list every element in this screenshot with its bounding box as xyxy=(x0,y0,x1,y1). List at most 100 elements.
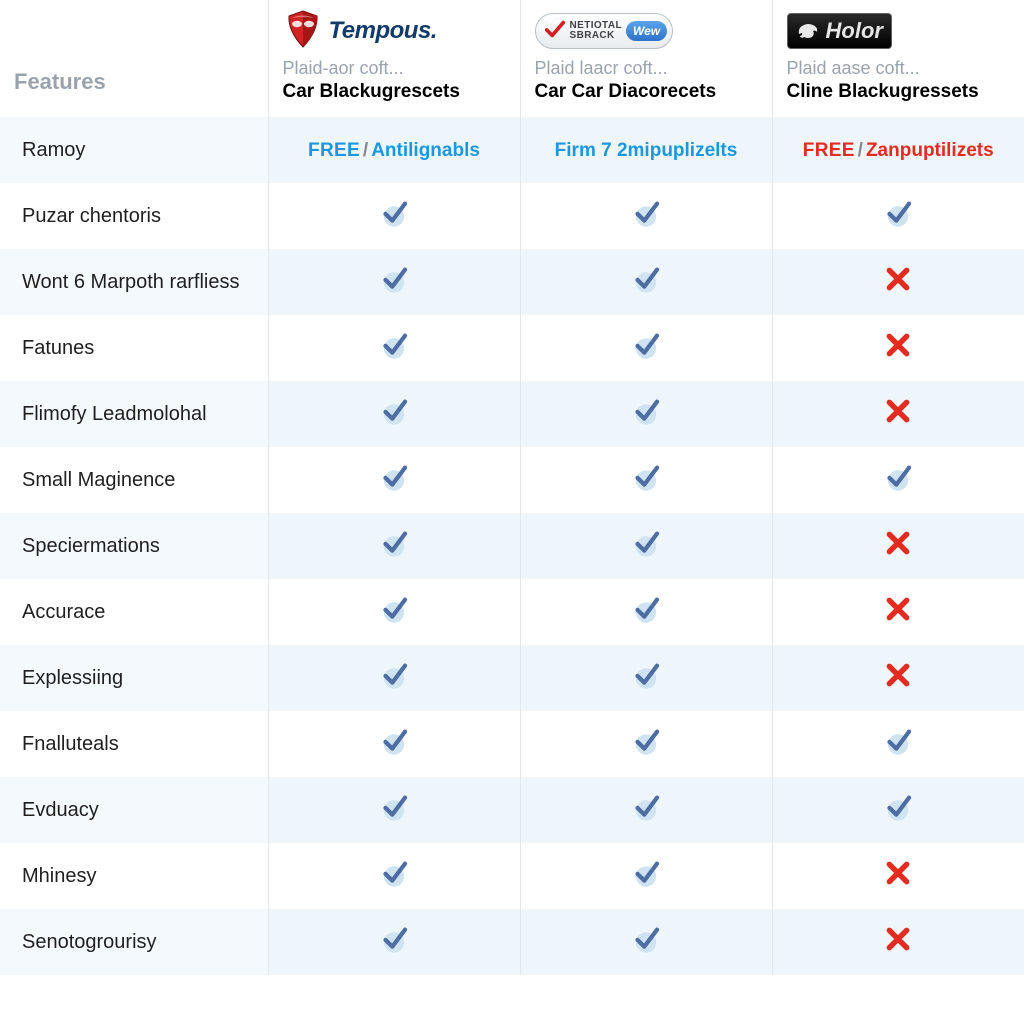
feature-row: Flimofy Leadmolohal xyxy=(0,381,1024,447)
pricing-row-label: Ramoy xyxy=(0,117,268,183)
feature-name: Mhinesy xyxy=(0,843,268,909)
check-icon xyxy=(881,790,915,830)
check-icon xyxy=(629,856,663,896)
check-icon xyxy=(629,658,663,698)
feature-cell xyxy=(268,645,520,711)
feature-name: Puzar chentoris xyxy=(0,183,268,249)
check-icon xyxy=(881,724,915,764)
check-icon xyxy=(629,526,663,566)
check-icon xyxy=(377,922,411,962)
comparison-table: Features Tempous. Plaid-ao xyxy=(0,0,1024,975)
check-icon xyxy=(629,790,663,830)
feature-cell xyxy=(520,777,772,843)
pill-logo: NETIOTAL SBRACK Wew xyxy=(535,13,674,49)
feature-cell xyxy=(520,249,772,315)
feature-name: Accurace xyxy=(0,579,268,645)
animal-icon xyxy=(796,20,820,42)
product-header-3: Holor Plaid aase coft... Cline Blackugre… xyxy=(772,0,1024,117)
cross-icon xyxy=(885,266,911,298)
pricing-row: RamoyFREE/AntilignablsFirm 7 2mipuplizel… xyxy=(0,117,1024,183)
feature-row: Explessiing xyxy=(0,645,1024,711)
cross-icon xyxy=(885,398,911,430)
feature-cell xyxy=(520,909,772,975)
feature-cell xyxy=(268,711,520,777)
cross-icon xyxy=(885,860,911,892)
checkmark-icon xyxy=(544,18,566,45)
feature-name: Fnalluteals xyxy=(0,711,268,777)
feature-cell xyxy=(772,777,1024,843)
feature-row: Small Maginence xyxy=(0,447,1024,513)
product-1-subtitle: Plaid-aor coft... xyxy=(283,58,506,79)
cross-icon xyxy=(885,662,911,694)
feature-cell xyxy=(520,645,772,711)
feature-cell xyxy=(268,909,520,975)
check-icon xyxy=(629,262,663,302)
header-row: Features Tempous. Plaid-ao xyxy=(0,0,1024,117)
feature-cell xyxy=(268,513,520,579)
check-icon xyxy=(377,460,411,500)
check-icon xyxy=(629,592,663,632)
check-icon xyxy=(629,328,663,368)
product-header-1: Tempous. Plaid-aor coft... Car Blackugre… xyxy=(268,0,520,117)
product-3-brand: Holor xyxy=(826,18,883,44)
feature-cell xyxy=(268,777,520,843)
feature-row: Fnalluteals xyxy=(0,711,1024,777)
product-1-title: Car Blackugrescets xyxy=(283,81,506,103)
feature-name: Speciermations xyxy=(0,513,268,579)
feature-row: Senotogrourisy xyxy=(0,909,1024,975)
feature-cell xyxy=(520,315,772,381)
check-icon xyxy=(377,394,411,434)
feature-cell xyxy=(772,579,1024,645)
feature-cell xyxy=(772,249,1024,315)
pricing-cell-3: FREE/Zanpuptilizets xyxy=(772,117,1024,183)
check-icon xyxy=(629,922,663,962)
check-icon xyxy=(377,856,411,896)
pricing-cell-1: FREE/Antilignabls xyxy=(268,117,520,183)
feature-cell xyxy=(520,381,772,447)
product-1-brand: Tempous. xyxy=(329,17,437,45)
feature-name: Evduacy xyxy=(0,777,268,843)
cross-icon xyxy=(885,926,911,958)
feature-row: Speciermations xyxy=(0,513,1024,579)
feature-cell xyxy=(268,315,520,381)
product-2-title: Car Car Diacorecets xyxy=(535,81,758,103)
feature-row: Puzar chentoris xyxy=(0,183,1024,249)
feature-row: Evduacy xyxy=(0,777,1024,843)
feature-cell xyxy=(268,579,520,645)
feature-name: Senotogrourisy xyxy=(0,909,268,975)
feature-cell xyxy=(268,183,520,249)
feature-row: Wont 6 Marpoth rarfliess xyxy=(0,249,1024,315)
check-icon xyxy=(629,724,663,764)
feature-cell xyxy=(268,843,520,909)
check-icon xyxy=(881,196,915,236)
check-icon xyxy=(377,658,411,698)
feature-name: Flimofy Leadmolohal xyxy=(0,381,268,447)
feature-cell xyxy=(520,447,772,513)
feature-cell xyxy=(772,183,1024,249)
check-icon xyxy=(629,394,663,434)
feature-cell xyxy=(520,183,772,249)
feature-cell xyxy=(772,909,1024,975)
pricing-cell-2: Firm 7 2mipuplizelts xyxy=(520,117,772,183)
feature-cell xyxy=(520,579,772,645)
feature-row: Mhinesy xyxy=(0,843,1024,909)
product-3-title: Cline Blackugressets xyxy=(787,81,1011,103)
pill-badge: Wew xyxy=(626,21,667,41)
shield-icon xyxy=(283,9,323,54)
product-header-2: NETIOTAL SBRACK Wew Plaid laacr coft... … xyxy=(520,0,772,117)
features-column-label: Features xyxy=(14,69,106,94)
feature-name: Wont 6 Marpoth rarfliess xyxy=(0,249,268,315)
check-icon xyxy=(629,196,663,236)
feature-cell xyxy=(772,711,1024,777)
feature-cell xyxy=(772,447,1024,513)
feature-name: Explessiing xyxy=(0,645,268,711)
cross-icon xyxy=(885,332,911,364)
feature-row: Fatunes xyxy=(0,315,1024,381)
feature-name: Fatunes xyxy=(0,315,268,381)
feature-cell xyxy=(520,843,772,909)
feature-row: Accurace xyxy=(0,579,1024,645)
product-2-subtitle: Plaid laacr coft... xyxy=(535,58,758,79)
check-icon xyxy=(629,460,663,500)
feature-cell xyxy=(772,645,1024,711)
check-icon xyxy=(377,328,411,368)
